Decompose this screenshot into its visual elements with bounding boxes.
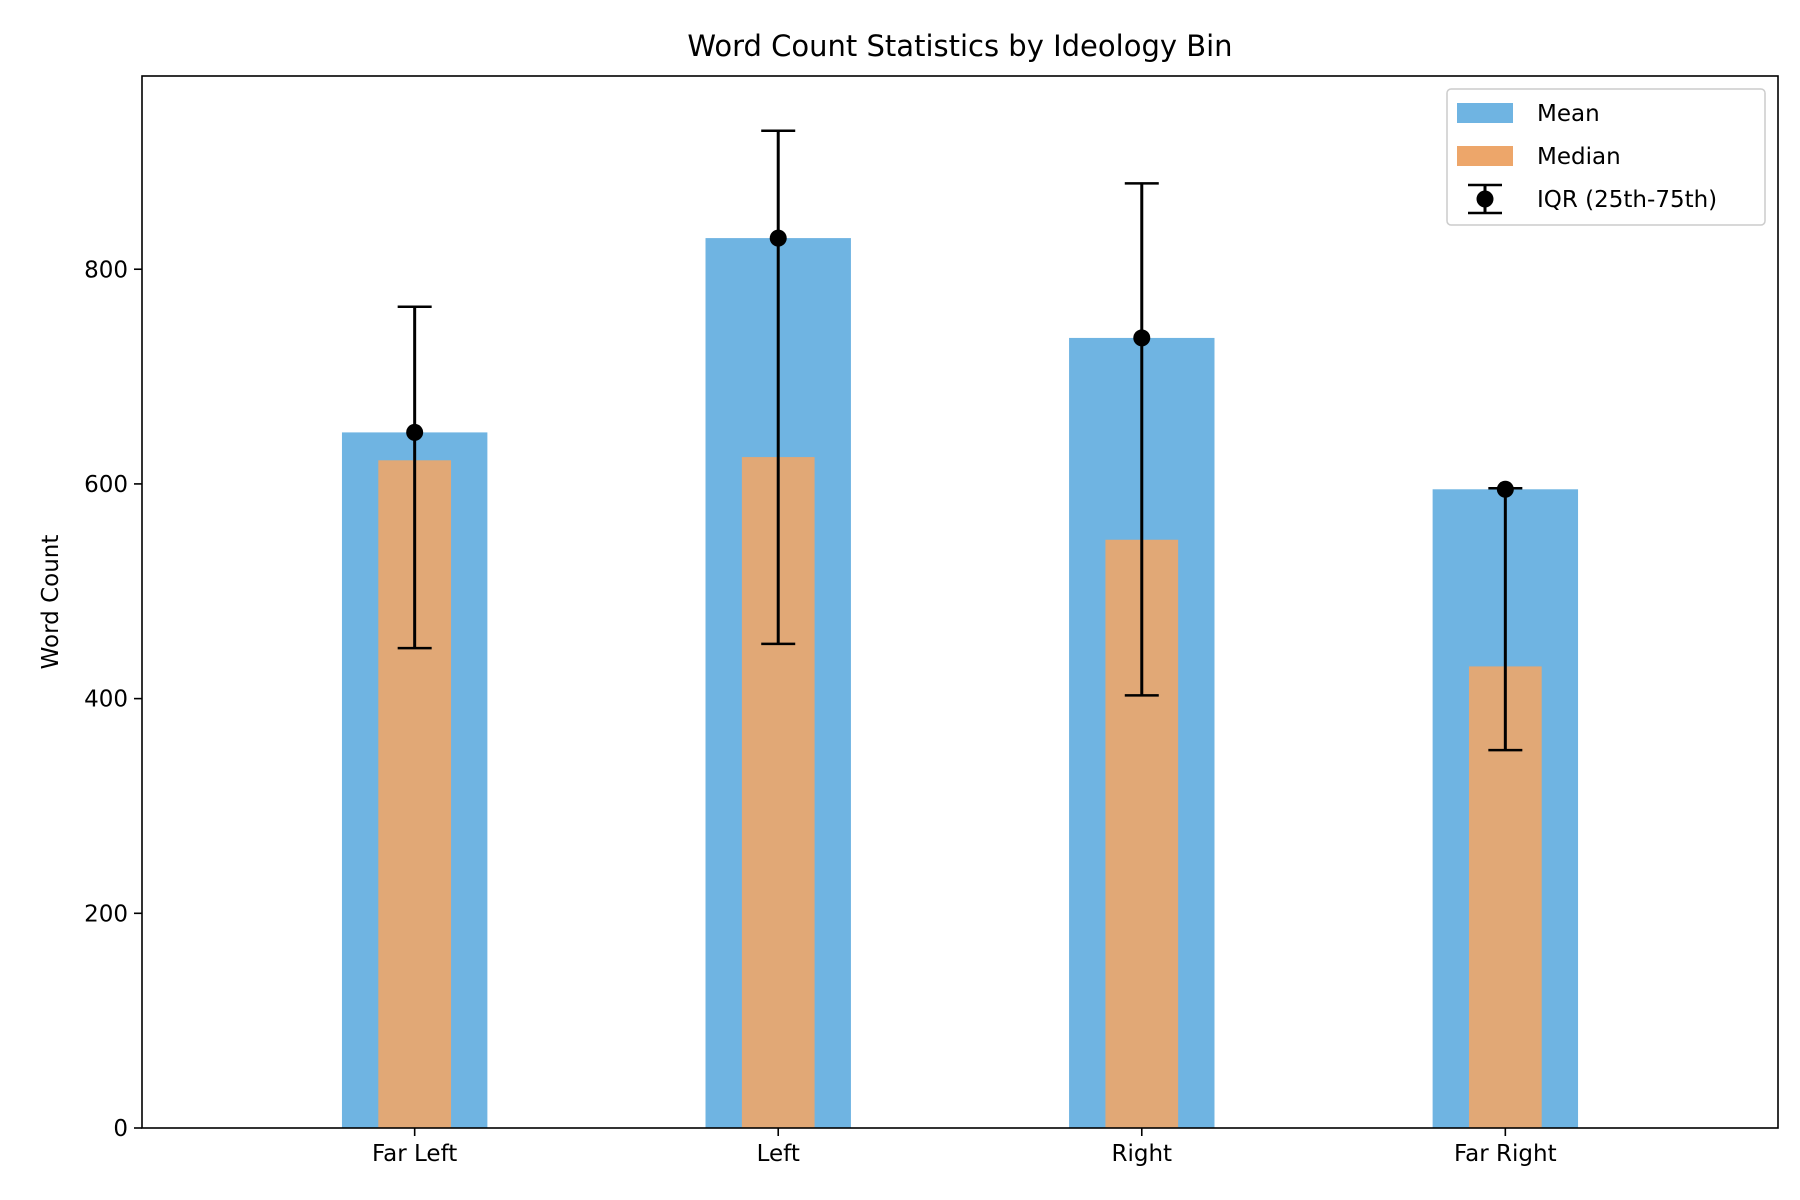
iqr-errorbar-1: [397, 305, 432, 650]
iqr-errorbar-3: [1124, 182, 1159, 697]
plot-area: 0 200 400 600 800 Far Left Left Right Far Right: [84, 75, 1779, 1167]
x-tick-label: Left: [757, 1141, 800, 1167]
x-tick-label: Right: [1111, 1141, 1172, 1167]
iqr-center-point: [1133, 329, 1151, 347]
legend: Mean Median IQR (25th-75th): [1446, 88, 1766, 226]
y-axis-label: Word Count: [38, 535, 64, 670]
axes-frame: [141, 75, 1779, 1129]
iqr-errorbar-4: [1488, 480, 1523, 752]
legend-label: Mean: [1537, 101, 1600, 127]
legend-label: IQR (25th-75th): [1537, 187, 1717, 213]
legend-swatch: [1457, 146, 1513, 166]
y-tick-label: 0: [113, 1116, 128, 1142]
legend-label: Median: [1537, 144, 1621, 170]
legend-point: [1476, 190, 1494, 208]
y-tick-label: 200: [84, 901, 128, 927]
y-tick-label: 400: [84, 687, 128, 713]
legend-item-iqr: IQR (25th-75th): [1468, 183, 1717, 215]
iqr-errorbar-2: [761, 129, 796, 646]
y-tick-label: 600: [84, 472, 128, 498]
y-tick-label: 800: [84, 257, 128, 283]
iqr-center-point: [406, 423, 424, 441]
x-tick-label: Far Left: [372, 1141, 457, 1167]
legend-box: [1446, 88, 1766, 226]
iqr-center-point: [1496, 480, 1514, 498]
legend-swatch: [1457, 103, 1513, 123]
legend-item-median: Median: [1457, 144, 1621, 170]
iqr-center-point: [769, 229, 787, 247]
chart-title: Word Count Statistics by Ideology Bin: [687, 29, 1232, 63]
x-tick-label: Far Right: [1454, 1141, 1557, 1167]
legend-item-mean: Mean: [1457, 101, 1600, 127]
